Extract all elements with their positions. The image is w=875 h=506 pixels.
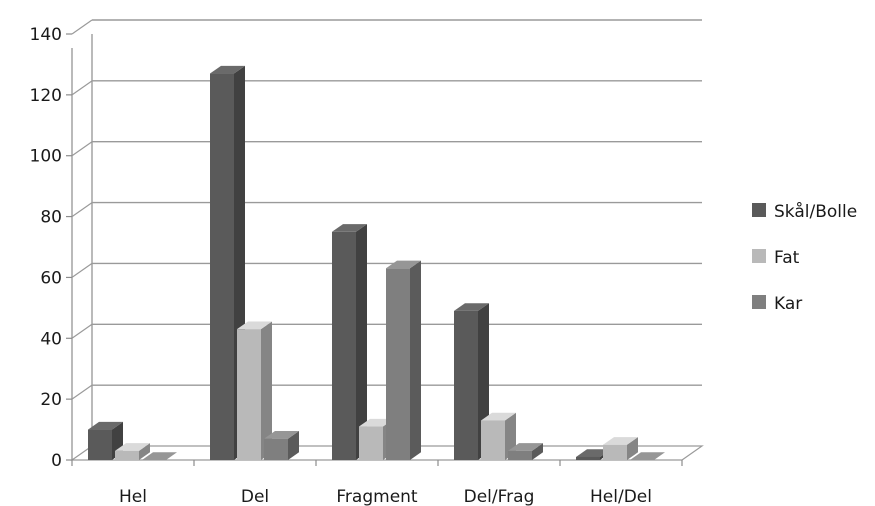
legend-label: Skål/Bolle	[774, 201, 857, 222]
bar-kar-del	[264, 431, 299, 460]
legend-label: Kar	[774, 294, 802, 314]
legend-item: Kar	[752, 294, 802, 314]
y-tick-label: 140	[30, 25, 62, 45]
bar-front	[386, 268, 410, 460]
bar-front	[237, 329, 261, 460]
bar-front	[576, 456, 600, 460]
gridline-side	[71, 80, 93, 96]
bar-top	[630, 452, 665, 460]
y-tick-label: 60	[40, 268, 62, 288]
gridline-side	[71, 323, 93, 339]
bar-front	[481, 420, 505, 460]
legend-swatch	[752, 203, 766, 217]
bar-top	[454, 303, 489, 311]
y-axis-ticks: 0 20 40 60 80 100 120 140	[30, 25, 72, 471]
bar-top	[142, 452, 177, 460]
y-tick-label: 20	[40, 390, 62, 410]
gridline-side	[71, 202, 93, 218]
legend-swatch	[752, 249, 766, 263]
legend-label: Fat	[774, 248, 800, 268]
bar-top	[481, 412, 516, 421]
bar-top	[508, 443, 543, 451]
bar-front	[264, 438, 288, 460]
bar-front	[115, 450, 139, 460]
bar-front	[332, 231, 356, 460]
x-tick-label: Del	[241, 487, 269, 506]
legend-swatch	[752, 295, 766, 309]
bar-sk-l-bolle-del-frag	[454, 303, 489, 460]
bar-top	[332, 224, 367, 232]
bar-front	[210, 73, 234, 461]
legend: Skål/Bolle Fat Kar	[752, 201, 857, 314]
bar-fat-hel-del	[603, 437, 638, 460]
gridline-side	[71, 384, 93, 400]
bar-top	[576, 449, 611, 457]
y-tick-label: 80	[40, 208, 62, 228]
bar-side	[532, 443, 543, 460]
gridline-side	[71, 141, 93, 157]
bar-side	[627, 437, 638, 460]
bar-top	[603, 437, 638, 445]
bar-front	[603, 444, 627, 460]
bar-side	[288, 431, 299, 460]
y-tick-label: 100	[30, 147, 62, 167]
bar-kar-hel	[142, 452, 177, 460]
bar-front	[454, 310, 478, 460]
bar-front	[88, 429, 112, 460]
bar-front	[508, 450, 532, 460]
bar-kar-hel-del	[630, 452, 665, 460]
gridline-side	[71, 19, 93, 35]
x-tick-label: Hel	[119, 487, 147, 506]
bar-side	[139, 443, 150, 460]
bar-top	[210, 65, 245, 74]
bar-kar-del-frag	[508, 443, 543, 460]
bar-top	[264, 431, 299, 439]
bar-fat-del	[237, 321, 272, 460]
y-tick-label: 40	[40, 329, 62, 349]
x-tick-label: Fragment	[336, 487, 418, 506]
bar-sk-l-bolle-hel	[88, 421, 123, 460]
legend-item: Skål/Bolle	[752, 201, 857, 222]
bar-top	[115, 443, 150, 451]
x-tick-label: Del/Frag	[464, 487, 535, 506]
bar-side	[410, 260, 421, 460]
bar-fat-hel	[115, 443, 150, 460]
bar-top	[359, 418, 394, 427]
legend-item: Fat	[752, 248, 800, 268]
y-tick-label: 120	[30, 86, 62, 106]
y-tick-label: 0	[51, 451, 62, 471]
bar-side	[261, 321, 272, 460]
bar-top	[88, 421, 123, 430]
x-axis-labels: Hel Del Fragment Del/Frag Hel/Del	[71, 460, 683, 506]
bar-side	[356, 224, 367, 460]
bar-sk-l-bolle-fragment	[332, 224, 367, 460]
x-tick-label: Hel/Del	[590, 487, 652, 506]
bar-top	[237, 321, 272, 330]
bar-kar-fragment	[386, 260, 421, 460]
bars	[88, 65, 665, 461]
bar-top	[386, 260, 421, 269]
gridline-side	[71, 262, 93, 278]
bar-front	[359, 426, 383, 460]
